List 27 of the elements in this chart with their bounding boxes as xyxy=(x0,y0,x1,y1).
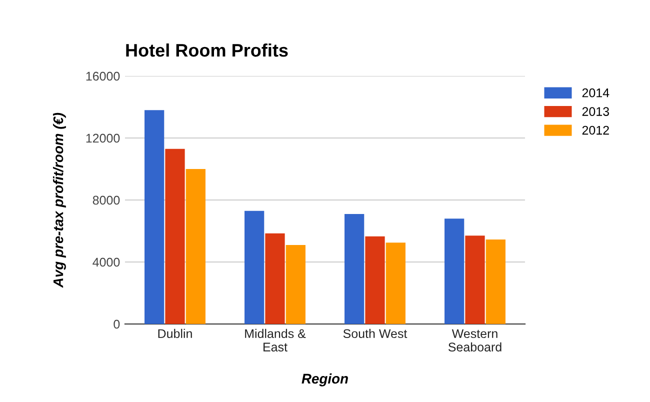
y-tick-label: 8000 xyxy=(92,196,120,205)
y-tick-label: 12000 xyxy=(86,134,120,143)
y-tick-label: 4000 xyxy=(92,258,120,267)
bar xyxy=(365,236,385,324)
bar xyxy=(144,110,164,324)
bar xyxy=(244,210,264,324)
x-tick-label: Western Seaboard xyxy=(448,329,502,352)
x-tick-label: Dublin xyxy=(158,328,192,338)
y-tick-label: 16000 xyxy=(86,72,120,81)
bar xyxy=(444,218,464,324)
chart-title: Hotel Room Profits xyxy=(126,43,288,57)
legend-label: 2012 xyxy=(582,126,609,135)
bar xyxy=(465,236,485,324)
bar xyxy=(386,242,406,324)
x-axis-title: Region xyxy=(302,373,348,386)
x-tick-label: Midlands & East xyxy=(245,328,306,352)
y-tick-label: 0 xyxy=(114,320,120,329)
x-tick-label: South West xyxy=(343,328,408,338)
bar xyxy=(344,214,364,324)
legend-label: 2014 xyxy=(582,88,610,98)
bar xyxy=(265,233,285,324)
legend-label: 2013 xyxy=(582,107,610,116)
bar xyxy=(186,169,206,324)
y-axis-title: Avg pre-tax profit/room (€) xyxy=(52,112,66,288)
bar xyxy=(486,240,506,324)
bar xyxy=(286,244,306,324)
bar xyxy=(165,148,185,324)
